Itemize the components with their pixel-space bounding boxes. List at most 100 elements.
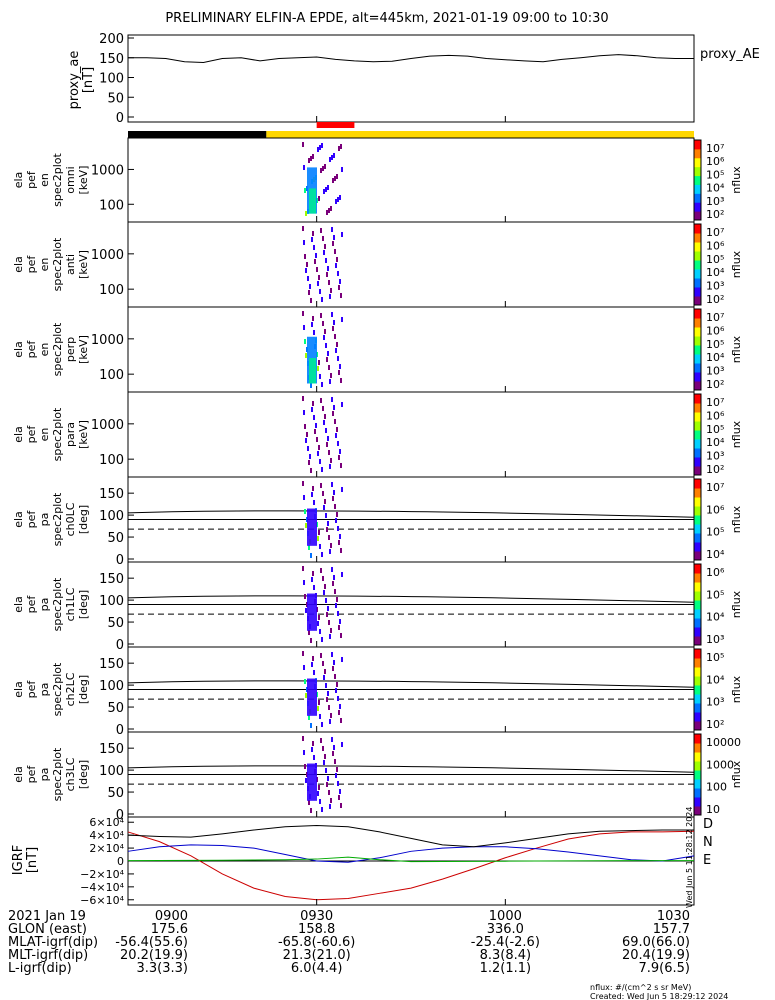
spec2plot-ch1LC-colorbar-swatch: [694, 582, 701, 592]
spec2plot-ch0LC-pixel: [305, 523, 307, 528]
spec2plot-ch3LC-emission-core: [307, 763, 317, 801]
igrf-tick-label: −4×10⁴: [80, 881, 124, 894]
spec2plot-ch1LC-pixel: [320, 568, 322, 573]
spec2plot-en-omni-pixel: [312, 154, 314, 159]
spec2plot-en-anti-colorbar-swatch: [694, 278, 701, 288]
spec2plot-en-omni-ylabel: spec2plot: [51, 153, 64, 207]
spec2plot-en-anti-pixel: [340, 293, 342, 298]
spec2plot-ch2LC-colorbar-tick: 10⁵: [706, 651, 724, 664]
spec2plot-ch1LC-pixel: [336, 597, 338, 602]
spec2plot-ch3LC-pixel: [305, 778, 307, 783]
spec2plot-en-perp-pixel: [303, 325, 305, 330]
spec2plot-ch0LC-colorbar-label: nflux: [730, 505, 743, 533]
spec2plot-en-anti-pixel: [332, 241, 334, 246]
spec2plot-ch3LC-tick-label: 100: [99, 764, 124, 779]
spec2plot-en-omni-ylabel: en: [38, 173, 51, 187]
spec2plot-en-para-colorbar-swatch: [694, 394, 701, 404]
spec2plot-en-anti-pixel: [319, 289, 321, 294]
spec2plot-ch1LC-pixel: [341, 572, 343, 577]
spec2plot-ch2LC-pixel: [303, 665, 305, 670]
spec2plot-ch3LC-colorbar-tick: 100: [706, 781, 727, 794]
spec2plot-en-omni-pixel: [335, 199, 337, 204]
spec2plot-en-anti-tick-label: 1000: [91, 248, 124, 263]
spec2plot-en-para-pixel: [325, 428, 327, 433]
spec2plot-ch1LC-pixel: [334, 589, 336, 594]
spec2plot-en-omni-emission-core-high: [309, 188, 316, 214]
spec2plot-en-anti-pixel: [315, 253, 317, 258]
spec2plot-en-para-pixel: [321, 467, 323, 472]
spec2plot-ch3LC-pixel: [334, 759, 336, 764]
spec2plot-en-anti-pixel: [309, 284, 311, 289]
igrf-tick-label: 0: [117, 855, 124, 868]
spec2plot-ch3LC-pixel: [321, 807, 323, 812]
spec2plot-ch0LC-pixel: [322, 491, 324, 496]
spec2plot-en-perp-ylabel: en: [38, 343, 51, 357]
spec2plot-ch0LC-colorbar-swatch: [694, 488, 701, 498]
spec2plot-en-anti-pixel: [325, 258, 327, 263]
spec2plot-ch0LC-colorbar-swatch: [694, 542, 701, 552]
ephem-label-1: GLON (east): [8, 922, 87, 937]
spec2plot-en-anti-ylabel: anti: [64, 254, 77, 275]
spec2plot-ch3LC-pixel: [319, 799, 321, 804]
spec2plot-en-para-pixel: [312, 401, 314, 406]
proxy-ae-tick-label: 100: [99, 72, 124, 87]
spec2plot-ch3LC-pixel: [331, 737, 333, 742]
spec2plot-ch3LC-pixel: [326, 782, 328, 787]
spec2plot-en-omni-pixel: [336, 174, 338, 179]
spec2plot-en-anti-ylabel: [keV]: [77, 250, 90, 279]
spec2plot-en-para-pixel: [322, 406, 324, 411]
spec2plot-ch0LC-colorbar-swatch: [694, 551, 701, 561]
spec2plot-ch1LC-pixel: [327, 606, 329, 611]
proxy-ae-tick-label: 0: [116, 111, 124, 126]
ephem-value-3-2: 8.3(8.4): [480, 948, 532, 963]
spec2plot-en-para-colorbar-frame: [693, 393, 702, 476]
spec2plot-en-anti-pixel: [310, 298, 312, 303]
spec2plot-ch3LC-pixel: [340, 803, 342, 808]
spec2plot-ch3LC-pixel: [330, 798, 332, 803]
spec2plot-ch1LC-ylabel: ela: [12, 596, 25, 613]
spec2plot-ch2LC-pixel: [313, 670, 315, 675]
spec2plot-en-perp-colorbar-swatch: [694, 372, 701, 382]
spec2plot-ch0LC-pixel: [304, 509, 306, 514]
spec2plot-ch0LC-ylabel: spec2plot: [51, 492, 64, 546]
spec2plot-ch0LC-emission-core: [307, 508, 317, 546]
spec2plot-en-perp-pixel: [333, 320, 335, 325]
spec2plot-en-perp-pixel: [317, 366, 319, 371]
spec2plot-en-anti-colorbar: [693, 223, 702, 306]
igrf-tick-label: 2×10⁴: [89, 842, 124, 855]
spec2plot-ch0LC-ylabel: [deg]: [77, 505, 90, 534]
spec2plot-en-para-pixel: [317, 451, 319, 456]
spec2plot-ch2LC-tick-label: 150: [99, 657, 124, 672]
spec2plot-en-perp-colorbar-swatch: [694, 381, 701, 391]
spec2plot-en-perp-colorbar-tick: 10³: [706, 365, 724, 378]
spec2plot-ch3LC-pixel: [333, 745, 335, 750]
spec2plot-en-anti-pixel: [333, 235, 335, 240]
spec2plot-en-anti-pixel: [328, 280, 330, 285]
spec2plot-en-perp-pixel: [312, 316, 314, 321]
spec2plot-ch1LC-tick-label: 150: [99, 572, 124, 587]
spec2plot-en-para-pixel: [302, 396, 304, 401]
spec2plot-en-perp-pixel: [328, 365, 330, 370]
spec2plot-en-anti-pixel: [322, 236, 324, 241]
spec2plot-en-omni-frame: [127, 137, 695, 223]
spec2plot-ch2LC-pixel: [336, 682, 338, 687]
spec2plot-ch3LC-pixel: [304, 764, 306, 769]
igrf-tick-label: −6×10⁴: [80, 894, 124, 907]
spec2plot-ch0LC-pixel: [319, 544, 321, 549]
spec2plot-ch0LC-tick-label: 50: [107, 531, 124, 546]
spec2plot-ch3LC-ylabel: pa: [38, 768, 51, 782]
spec2plot-ch2LC-pixel: [341, 657, 343, 662]
spec2plot-ch2LC-pixel: [319, 714, 321, 719]
spec2plot-en-para-colorbar-swatch: [694, 430, 701, 440]
spec2plot-en-perp-ylabel: ela: [12, 341, 25, 358]
spec2plot-en-anti-colorbar-swatch: [694, 260, 701, 270]
spec2plot-en-para-pixel: [330, 458, 332, 463]
spec2plot-en-anti-pixel: [331, 227, 333, 232]
spec2plot-en-omni-pixel: [318, 196, 320, 201]
spec2plot-en-perp-pixel: [326, 357, 328, 362]
spec2plot-ch3LC-pixel: [339, 789, 341, 794]
spec2plot-en-perp-pixel: [318, 360, 320, 365]
spec2plot-en-para-frame: [127, 391, 695, 478]
spec2plot-ch1LC-emission-core: [307, 593, 317, 631]
spec2plot-en-omni-colorbar-frame: [693, 139, 702, 221]
